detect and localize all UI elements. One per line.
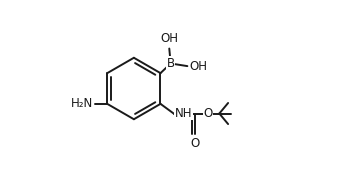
Text: OH: OH — [160, 32, 178, 45]
Text: OH: OH — [190, 60, 208, 73]
Text: NH: NH — [174, 107, 192, 120]
Text: O: O — [203, 107, 213, 120]
Text: O: O — [190, 137, 199, 150]
Text: H₂N: H₂N — [71, 97, 93, 110]
Text: B: B — [167, 57, 175, 70]
